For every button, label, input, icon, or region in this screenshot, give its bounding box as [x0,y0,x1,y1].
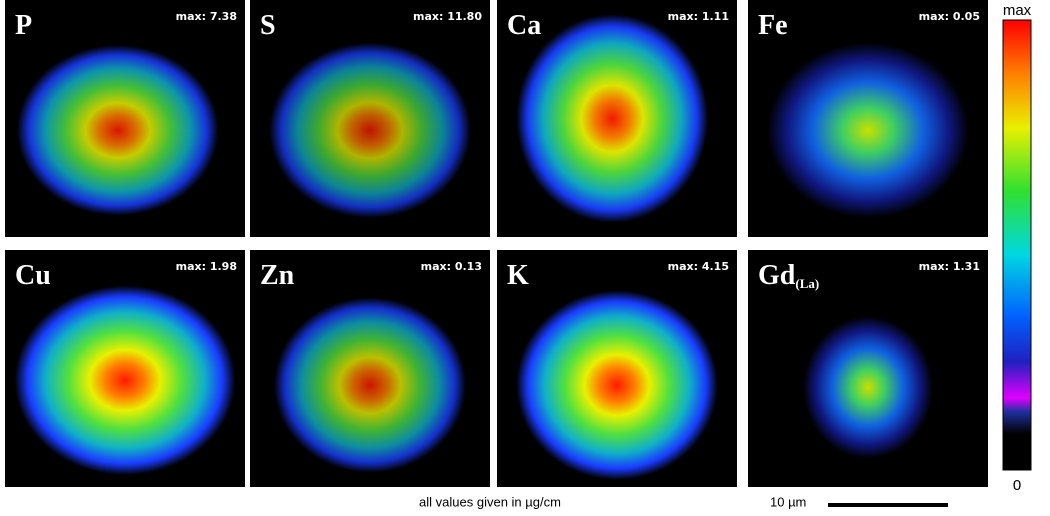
max-value: max: 1.11 [668,10,729,23]
colorbar [1002,19,1032,471]
element-label: Zn [260,260,295,291]
element-distribution [767,42,969,219]
map-panel: Ca max: 1.11 [497,0,737,237]
element-label: P [15,10,32,41]
element-symbol: Gd [758,260,796,291]
element-distribution [14,285,236,476]
map-panel: Fe max: 0.05 [748,0,988,237]
element-distribution [516,290,718,480]
max-value: max: 7.38 [176,10,237,23]
element-label: Ca [507,10,541,41]
element-distribution [269,42,471,219]
element-distribution [274,297,466,473]
element-subscript: (La) [795,276,819,291]
max-value: max: 4.15 [668,260,729,273]
element-distribution [516,14,709,223]
footer-note: all values given in µg/cm [419,494,561,509]
element-label: Fe [758,10,788,41]
colorbar-zero: 0 [1013,477,1021,494]
map-panel: Zn max: 0.13 [250,250,490,487]
element-label: Cu [15,260,51,291]
map-panel: Gd(La) max: 1.31 [748,250,988,487]
element-label: K [507,260,529,291]
max-value: max: 1.31 [919,260,980,273]
element-symbol: Cu [15,260,51,291]
max-value: max: 11.80 [413,10,482,23]
element-label: S [260,10,276,41]
colorbar-max: max [1003,2,1032,19]
element-distribution [803,316,933,459]
element-symbol: Zn [260,260,295,291]
scale-bar-label: 10 µm [770,494,806,509]
element-symbol: K [507,260,529,291]
element-symbol: Ca [507,10,541,41]
scale-bar [828,503,948,507]
element-symbol: S [260,10,276,41]
max-value: max: 1.98 [176,260,237,273]
element-symbol: P [15,10,32,41]
max-value: max: 0.13 [421,260,482,273]
map-panel: Cu max: 1.98 [5,250,245,487]
max-value: max: 0.05 [919,10,980,23]
element-label: Gd(La) [758,260,819,291]
element-distribution [17,45,219,216]
element-symbol: Fe [758,10,788,41]
